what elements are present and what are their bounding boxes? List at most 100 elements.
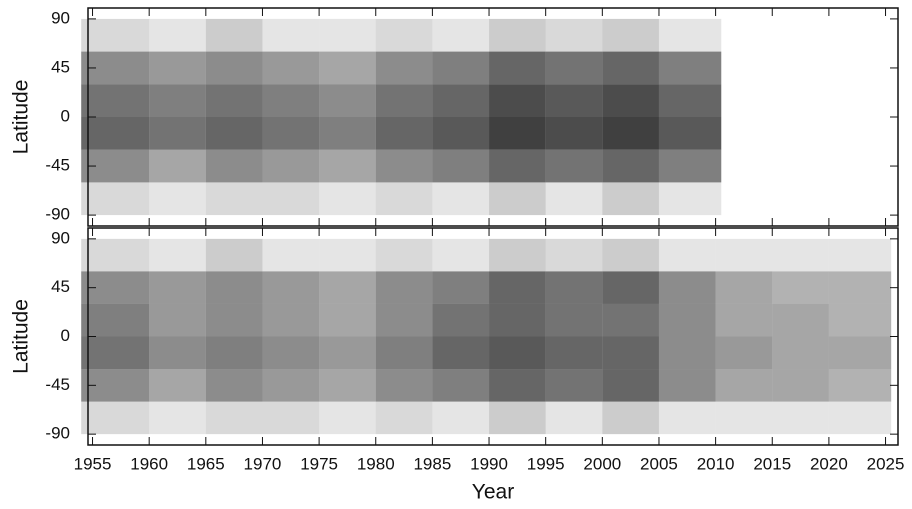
x-tick-label: 1985: [413, 454, 451, 473]
density-cell: [149, 18, 206, 52]
density-cell: [319, 117, 376, 150]
density-cell: [319, 336, 376, 370]
density-cell: [319, 84, 376, 117]
density-cell: [262, 18, 320, 52]
x-tick-label: 1975: [300, 454, 338, 473]
density-cell: [205, 369, 263, 402]
density-cell: [489, 401, 546, 435]
density-cell: [149, 117, 206, 150]
density-cell: [81, 117, 150, 150]
density-cell: [81, 238, 150, 272]
density-cell: [545, 303, 603, 337]
density-cell: [432, 303, 490, 337]
density-cell: [772, 369, 829, 402]
x-tick-label: 2010: [697, 454, 735, 473]
density-cell: [432, 336, 490, 370]
density-cell: [432, 238, 490, 272]
density-cell: [772, 271, 829, 304]
density-cell: [489, 18, 546, 52]
density-cell: [319, 401, 376, 435]
density-cell: [658, 271, 716, 304]
x-tick-label: 1955: [74, 454, 112, 473]
density-cell: [262, 51, 320, 85]
density-cell: [828, 238, 892, 272]
density-cell: [545, 271, 603, 304]
density-cell: [375, 182, 433, 216]
density-cell: [602, 336, 659, 370]
density-cell: [772, 336, 829, 370]
density-cell: [149, 271, 206, 304]
density-cell: [375, 369, 433, 402]
density-cell: [319, 51, 376, 85]
density-cell: [205, 336, 263, 370]
density-cell: [489, 84, 546, 117]
density-cell: [489, 149, 546, 183]
density-cell: [375, 149, 433, 183]
density-cell: [319, 271, 376, 304]
density-cell: [319, 182, 376, 216]
density-cell: [319, 238, 376, 272]
density-cell: [205, 149, 263, 183]
density-cell: [319, 149, 376, 183]
density-cell: [545, 369, 603, 402]
y-axis-label: Latitude: [10, 80, 33, 155]
density-cell: [319, 369, 376, 402]
density-cell: [432, 149, 490, 183]
density-cell: [602, 51, 659, 85]
density-cell: [432, 401, 490, 435]
density-cell: [545, 84, 603, 117]
density-cell: [81, 401, 150, 435]
density-cell: [149, 303, 206, 337]
density-cell: [545, 401, 603, 435]
density-cell: [205, 182, 263, 216]
y-tick-label: 90: [51, 8, 70, 27]
density-cell: [81, 336, 150, 370]
density-cell: [375, 401, 433, 435]
density-cell: [262, 369, 320, 402]
density-cell: [205, 401, 263, 435]
density-cell: [715, 336, 773, 370]
y-tick-label: 0: [61, 326, 70, 345]
density-cell: [658, 18, 722, 52]
density-cell: [262, 84, 320, 117]
x-tick-label: 1965: [187, 454, 225, 473]
x-axis-label: Year: [472, 481, 514, 504]
density-cell: [149, 149, 206, 183]
density-cell: [432, 18, 490, 52]
density-cell: [715, 303, 773, 337]
density-cell: [658, 149, 722, 183]
density-cell: [602, 303, 659, 337]
density-cell: [262, 271, 320, 304]
density-cell: [602, 117, 659, 150]
density-cell: [149, 369, 206, 402]
density-cell: [205, 18, 263, 52]
density-cell: [432, 182, 490, 216]
density-cell: [149, 182, 206, 216]
y-tick-label: 45: [51, 277, 70, 296]
density-cell: [602, 182, 659, 216]
density-cell: [545, 18, 603, 52]
density-cell: [262, 238, 320, 272]
density-cell: [602, 238, 659, 272]
density-cell: [602, 369, 659, 402]
y-axis-label: Latitude: [10, 299, 33, 374]
density-cell: [375, 271, 433, 304]
density-cell: [149, 84, 206, 117]
density-cell: [262, 303, 320, 337]
density-cell: [149, 336, 206, 370]
density-cell: [205, 238, 263, 272]
density-cell: [432, 369, 490, 402]
density-cell: [262, 401, 320, 435]
density-cell: [658, 84, 722, 117]
density-cell: [828, 336, 892, 370]
density-cell: [375, 303, 433, 337]
density-cell: [432, 51, 490, 85]
density-cell: [319, 18, 376, 52]
y-tick-label: 45: [51, 57, 70, 76]
density-cell: [602, 271, 659, 304]
density-cell: [205, 303, 263, 337]
density-cell: [658, 369, 716, 402]
density-cell: [262, 182, 320, 216]
x-tick-label: 2020: [810, 454, 848, 473]
